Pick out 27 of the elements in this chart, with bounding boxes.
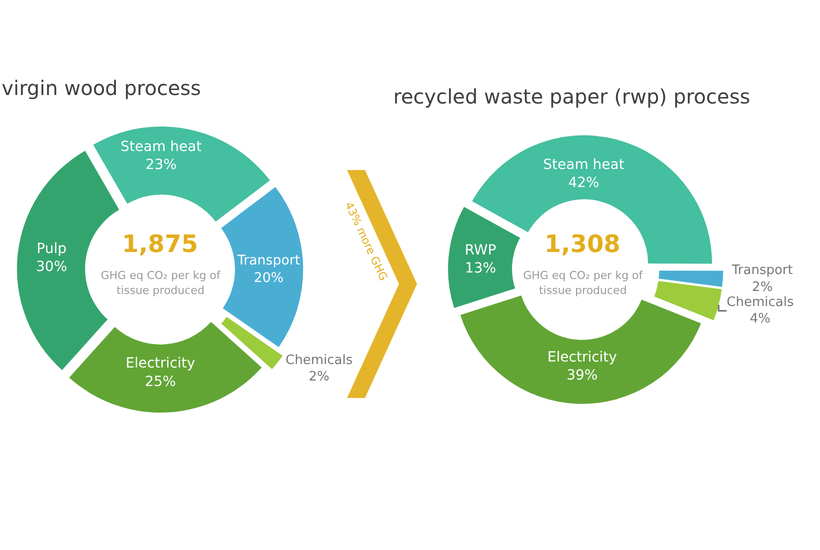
chart-title: virgin wood process — [2, 76, 201, 100]
slice-label: Chemicals — [286, 352, 353, 368]
slice-label: Steam heat — [120, 139, 202, 156]
data-label: 20% — [254, 270, 284, 286]
chart-title: recycled waste paper (rwp) process — [393, 84, 750, 108]
data-label: 25% — [144, 374, 176, 390]
slice-label: Pulp — [36, 241, 67, 257]
text: GHG eq CO₂ per kg of tissue produced — [100, 268, 222, 298]
data-label: 42% — [568, 175, 600, 192]
text: GHG eq CO₂ per kg of tissue produced — [522, 268, 644, 298]
slice-label: Transport — [730, 262, 793, 278]
slice-label: Transport — [236, 253, 300, 268]
text: 43% more GHG — [342, 200, 390, 283]
data-label: 30% — [36, 259, 68, 276]
data-label: 2% — [752, 280, 773, 295]
data-label: 4% — [750, 312, 770, 327]
slice-label: Electricity — [547, 349, 617, 366]
slice-label: Steam heat — [543, 156, 625, 173]
slice-label: Chemicals — [726, 294, 794, 310]
text: 1,875 — [121, 230, 199, 258]
data-label: 2% — [308, 370, 330, 385]
slice-label: RWP — [464, 242, 496, 258]
data-label: 13% — [464, 260, 496, 277]
slice-label: Electricity — [126, 356, 196, 372]
text: 1,308 — [543, 230, 622, 258]
data-label: 23% — [146, 157, 177, 174]
data-label: 39% — [566, 368, 598, 384]
